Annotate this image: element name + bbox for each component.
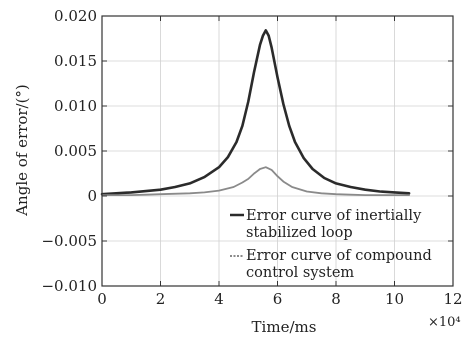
- series-line-inertial: [100, 29, 411, 196]
- legend-label-inertial: Error curve of inertially stabilized loo…: [246, 208, 426, 241]
- legend-label-compound: Error curve of compound control system: [246, 248, 436, 281]
- legend: Error curve of inertially stabilized loo…: [230, 208, 436, 281]
- x-axis-multiplier: ×10⁴: [428, 315, 461, 330]
- grid-lines: [102, 16, 453, 286]
- y-tick-label: 0: [87, 187, 97, 205]
- x-axis-label: Time/ms: [252, 318, 317, 336]
- series-line-compound: [101, 166, 410, 196]
- y-tick-label: 0.015: [54, 52, 97, 70]
- series-lines: [100, 29, 411, 196]
- x-tick-label: 6: [273, 290, 283, 308]
- y-tick-label: 0.005: [54, 142, 97, 160]
- y-tick-label: 0.010: [54, 97, 97, 115]
- x-tick-label: 0: [97, 290, 107, 308]
- y-tick-label: −0.005: [41, 232, 97, 250]
- x-tick-label: 8: [331, 290, 341, 308]
- y-tick-label: −0.010: [41, 277, 97, 295]
- y-tick-label: 0.020: [54, 7, 97, 25]
- x-tick-label: 10: [385, 290, 404, 308]
- ticks: −0.010 −0.005 0 0.005 0.010 0.015 0.020 0 2 4 6 8 10…: [41, 7, 462, 308]
- x-tick-label: 12: [443, 290, 462, 308]
- y-axis-label: Angle of error/(°): [13, 84, 31, 217]
- x-tick-label: 2: [156, 290, 166, 308]
- x-tick-label: 4: [214, 290, 224, 308]
